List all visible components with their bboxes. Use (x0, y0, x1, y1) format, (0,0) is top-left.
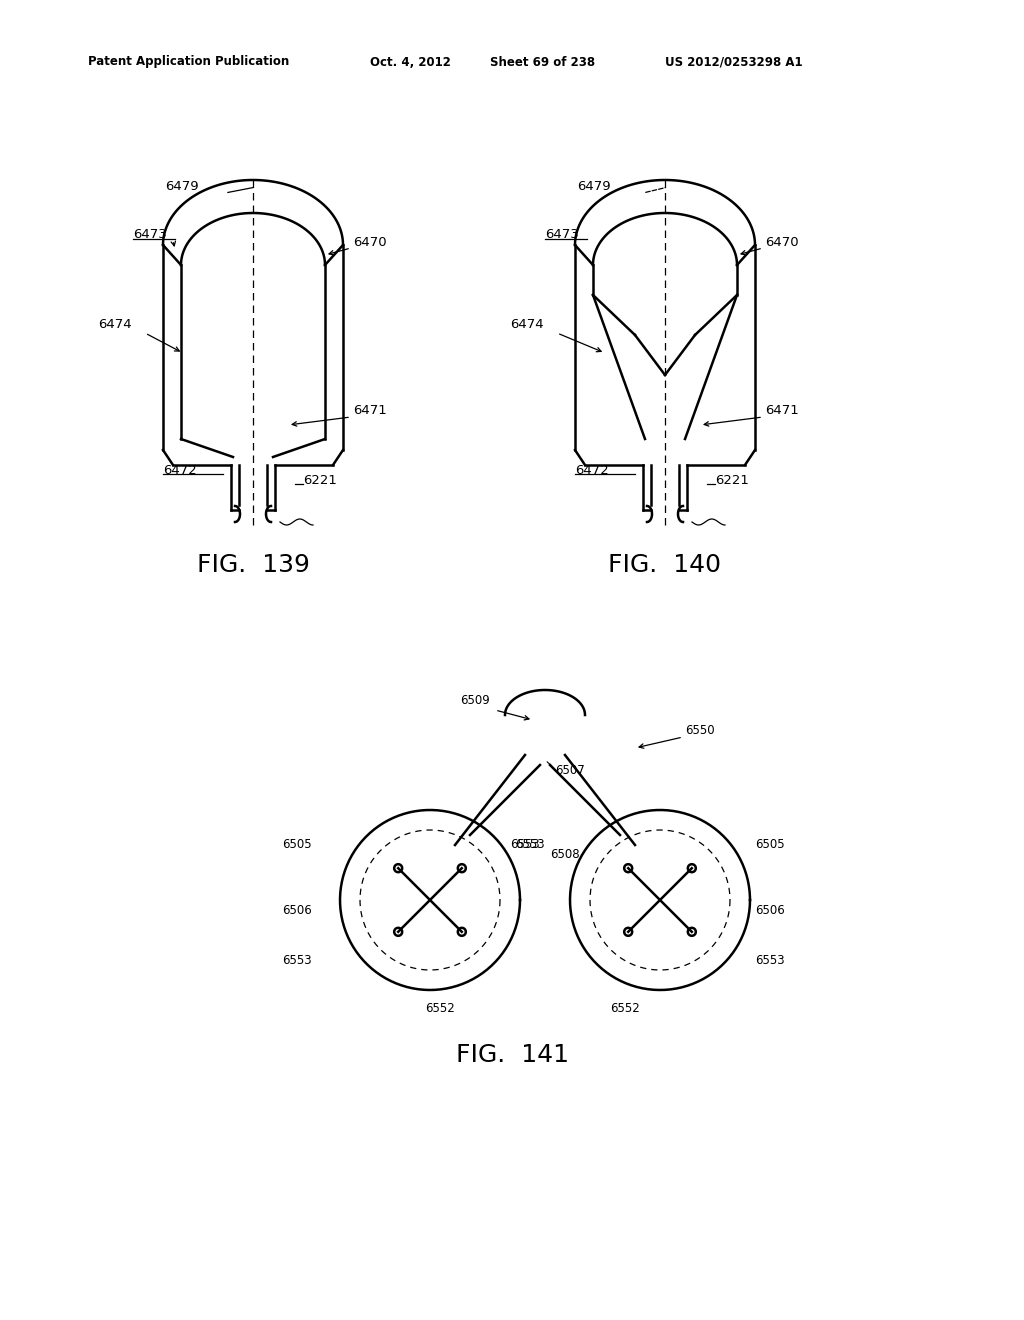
Text: 6553: 6553 (510, 838, 540, 851)
Text: 6506: 6506 (282, 903, 311, 916)
Text: 6553: 6553 (515, 838, 545, 851)
Text: 6479: 6479 (165, 181, 199, 194)
Text: 6472: 6472 (163, 463, 197, 477)
Text: 6473: 6473 (545, 228, 579, 242)
Text: 6473: 6473 (133, 228, 167, 242)
Text: 6553: 6553 (282, 953, 311, 966)
Text: 6472: 6472 (575, 463, 608, 477)
Text: 6221: 6221 (715, 474, 749, 487)
Text: 6221: 6221 (303, 474, 337, 487)
Text: 6505: 6505 (755, 838, 784, 851)
Text: 6471: 6471 (765, 404, 799, 417)
Text: Oct. 4, 2012: Oct. 4, 2012 (370, 55, 451, 69)
Text: Patent Application Publication: Patent Application Publication (88, 55, 289, 69)
Text: 6479: 6479 (577, 181, 610, 194)
Text: FIG.  139: FIG. 139 (197, 553, 309, 577)
Text: FIG.  140: FIG. 140 (608, 553, 722, 577)
Text: 6505: 6505 (282, 838, 311, 851)
Text: 6507: 6507 (555, 763, 585, 776)
Text: 6474: 6474 (510, 318, 544, 331)
Text: 6550: 6550 (685, 723, 715, 737)
Text: 6508: 6508 (550, 849, 580, 862)
Text: Sheet 69 of 238: Sheet 69 of 238 (490, 55, 595, 69)
Text: US 2012/0253298 A1: US 2012/0253298 A1 (665, 55, 803, 69)
Text: 6470: 6470 (353, 236, 387, 249)
Text: 6471: 6471 (353, 404, 387, 417)
Text: 6552: 6552 (610, 1002, 640, 1015)
Text: 6474: 6474 (98, 318, 132, 331)
Text: 6506: 6506 (755, 903, 784, 916)
Text: 6552: 6552 (425, 1002, 455, 1015)
Text: 6509: 6509 (460, 693, 490, 706)
Text: 6470: 6470 (765, 236, 799, 249)
Text: 6553: 6553 (755, 953, 784, 966)
Text: FIG.  141: FIG. 141 (456, 1043, 568, 1067)
